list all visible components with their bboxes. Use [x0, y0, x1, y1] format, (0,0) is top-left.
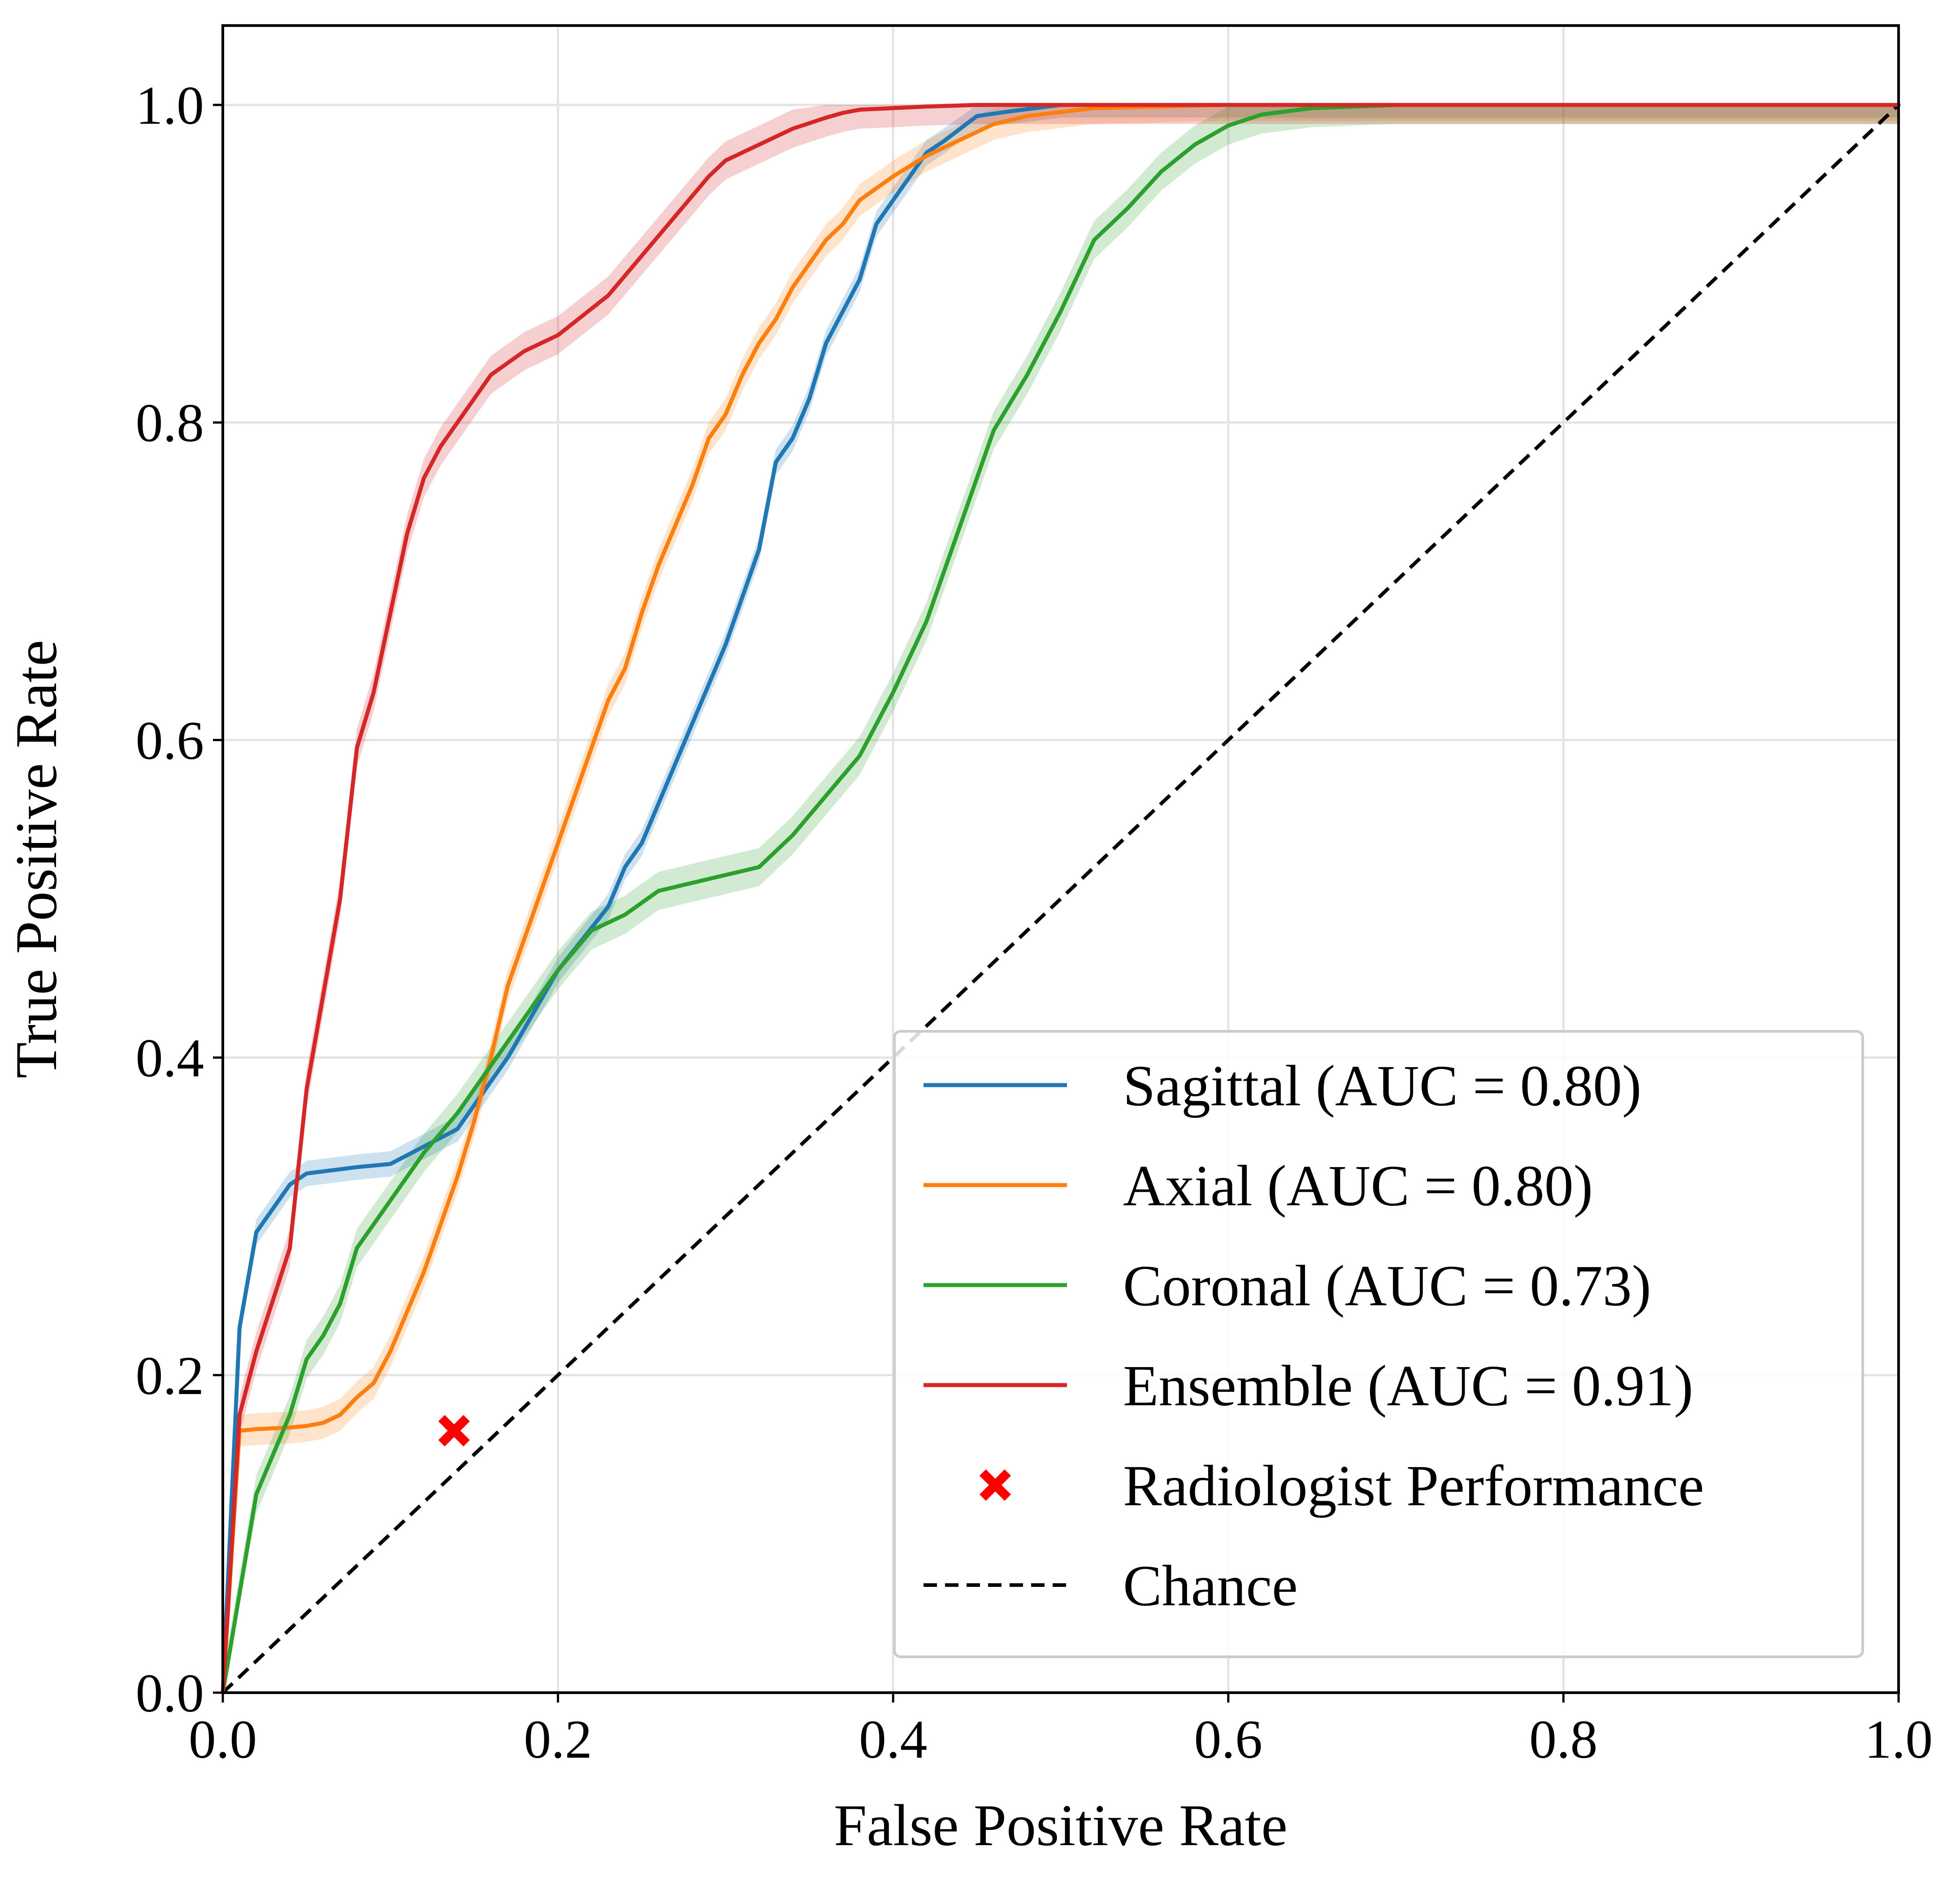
y-tick-label: 0.6	[136, 710, 204, 771]
markers	[438, 1415, 470, 1447]
y-tick-label: 0.0	[136, 1663, 204, 1724]
legend-label: Coronal (AUC = 0.73)	[1123, 1254, 1651, 1318]
radiologist-marker	[438, 1415, 470, 1447]
legend-swatch-marker-stroke-b	[979, 1469, 1011, 1501]
roc-curve-1	[221, 103, 1901, 1695]
legend-swatch-marker	[979, 1469, 1011, 1501]
legend-label: Radiologist Performance	[1123, 1454, 1704, 1518]
legend-label: Sagittal (AUC = 0.80)	[1123, 1054, 1642, 1118]
roc-curves	[221, 103, 1901, 1695]
roc-curve-2	[221, 103, 1901, 1695]
y-axis-label: True Positive Rate	[3, 640, 69, 1078]
x-tick-label: 0.2	[524, 1709, 592, 1770]
axis-ticks: 0.0 0.2 0.4 0.6 0.8 1.0 0.0 0.2 0.4 0.6 0.8 1.0	[136, 75, 1933, 1770]
x-tick-label: 1.0	[1865, 1709, 1933, 1770]
plot-frame	[221, 24, 1900, 1694]
x-tick-label: 0.4	[859, 1709, 928, 1770]
x-tick-label: 0.6	[1194, 1709, 1263, 1770]
grid-lines	[221, 26, 1900, 1694]
radiologist-marker-stroke-b	[438, 1415, 470, 1447]
legend-label: Chance	[1123, 1554, 1298, 1618]
y-tick-label: 0.4	[136, 1028, 204, 1089]
chance-line	[221, 104, 1900, 1694]
roc-curve-3	[221, 103, 1901, 1695]
y-tick-label: 0.8	[136, 393, 204, 453]
y-tick-label: 1.0	[136, 75, 204, 136]
x-axis-label: False Positive Rate	[834, 1792, 1288, 1858]
legend-label: Ensemble (AUC = 0.91)	[1123, 1354, 1693, 1418]
legend: Sagittal (AUC = 0.80) Axial (AUC = 0.80) C…	[893, 1030, 1864, 1658]
y-tick-label: 0.2	[136, 1346, 204, 1406]
x-tick-label: 0.8	[1529, 1709, 1598, 1770]
legend-box	[893, 1030, 1864, 1658]
legend-label: Axial (AUC = 0.80)	[1123, 1154, 1593, 1218]
x-tick-label: 0.0	[189, 1709, 257, 1770]
